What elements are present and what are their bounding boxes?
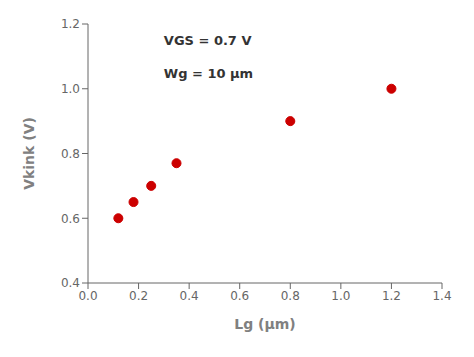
svg-text:0.4: 0.4 (180, 289, 199, 303)
svg-text:Lg (μm): Lg (μm) (234, 316, 296, 332)
svg-text:1.2: 1.2 (61, 17, 80, 31)
svg-text:1.2: 1.2 (382, 289, 401, 303)
svg-text:Wg = 10 μm: Wg = 10 μm (164, 66, 253, 81)
svg-text:0.6: 0.6 (61, 212, 80, 226)
svg-text:0.8: 0.8 (61, 147, 80, 161)
svg-text:0.8: 0.8 (281, 289, 300, 303)
svg-text:0.6: 0.6 (230, 289, 249, 303)
svg-text:0.0: 0.0 (78, 289, 97, 303)
svg-text:0.2: 0.2 (129, 289, 148, 303)
svg-text:0.4: 0.4 (61, 276, 80, 290)
svg-text:1.0: 1.0 (61, 82, 80, 96)
svg-text:Vkink (V): Vkink (V) (21, 117, 37, 190)
svg-text:1.4: 1.4 (432, 289, 451, 303)
svg-text:VGS = 0.7 V: VGS = 0.7 V (164, 33, 252, 48)
svg-text:1.0: 1.0 (331, 289, 350, 303)
